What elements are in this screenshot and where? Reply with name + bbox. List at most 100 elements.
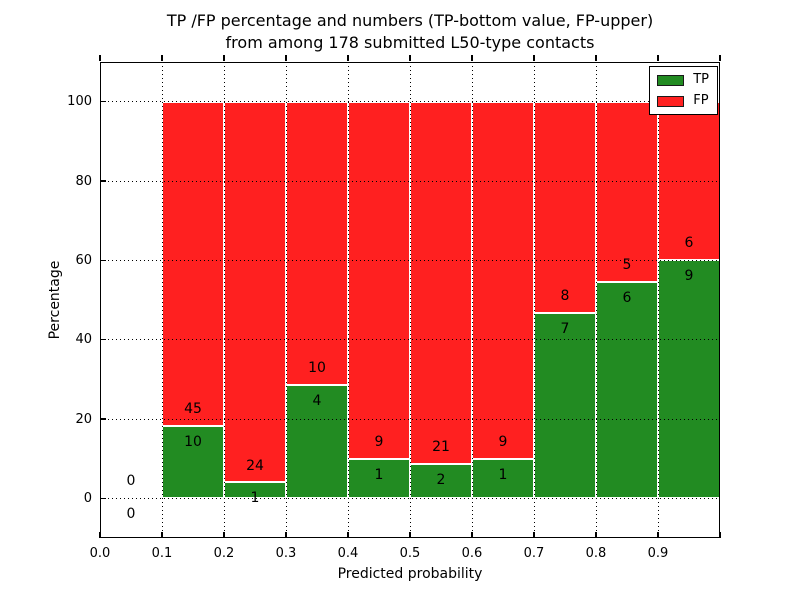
bar-count-label-fp: 9 [374, 433, 384, 450]
bar-count-label-fp: 0 [126, 473, 136, 490]
gridline-vertical [161, 62, 163, 538]
x-tick-top [595, 54, 597, 61]
bar-count-label-fp: 24 [246, 457, 264, 474]
x-tick [347, 532, 349, 538]
y-tick-label: 40 [75, 332, 92, 348]
x-tick-label: 0.5 [399, 546, 421, 561]
bar-segment-fp [162, 101, 224, 427]
x-tick [471, 532, 473, 538]
legend: TP FP [649, 66, 718, 115]
bar-count-label-fp: 10 [308, 360, 326, 377]
bar-count-label-tp: 1 [250, 490, 260, 507]
gridline-vertical [533, 62, 535, 538]
chart-title-line2: from among 178 submitted L50-type contac… [225, 33, 595, 52]
y-tick-label: 60 [75, 252, 92, 268]
bar-segment-fp [224, 101, 286, 483]
gridline-vertical [223, 62, 225, 538]
bar-segment-tp [410, 463, 472, 499]
x-tick-top [347, 54, 349, 61]
bar-count-label-tp: 10 [184, 434, 202, 451]
bar-count-label-tp: 1 [498, 466, 508, 483]
gridline-vertical [285, 62, 287, 538]
plot-area: TP FP 0 0 45 10 24 1 10 4 9 1 21 2 9 1 8 7 5 6 6 9 [99, 54, 721, 538]
gridline-vertical [471, 62, 473, 538]
bar-count-label-fp: 8 [560, 288, 570, 305]
bar-count-label-tp: 7 [560, 321, 570, 338]
legend-label-tp: TP [693, 72, 709, 87]
x-tick-top [471, 54, 473, 61]
y-tick [100, 259, 106, 262]
y-tick-label: 0 [83, 490, 92, 506]
y-tick-label: 80 [75, 173, 92, 189]
bar-segment-fp [348, 101, 410, 459]
x-tick [657, 532, 659, 538]
legend-entry-tp: TP [657, 73, 709, 87]
x-tick-label: 0.9 [647, 546, 669, 561]
x-tick-top [161, 54, 163, 61]
y-tick-label: 20 [75, 411, 92, 427]
bar-count-label-fp: 21 [432, 438, 450, 455]
bar-segment-fp [286, 101, 348, 385]
chart-title: TP /FP percentage and numbers (TP-bottom… [100, 10, 720, 54]
x-tick [223, 532, 225, 538]
x-tick-label: 0.3 [275, 546, 297, 561]
x-tick-label: 0.7 [523, 546, 545, 561]
x-tick-top [409, 54, 411, 61]
legend-swatch-tp-icon [657, 74, 685, 86]
legend-entry-fp: FP [657, 94, 709, 108]
bar-count-label-fp: 6 [684, 235, 694, 252]
bar-segment-tp [596, 281, 658, 499]
x-tick-label: 0.4 [337, 546, 359, 561]
y-tick [100, 497, 106, 500]
gridline-vertical [409, 62, 411, 538]
x-tick-label: 0.8 [585, 546, 607, 561]
y-tick-label: 100 [67, 94, 92, 110]
bar-segment-tp [162, 426, 224, 499]
gridline-vertical [595, 62, 597, 538]
y-tick [100, 180, 106, 182]
bar-segment-tp [472, 458, 534, 499]
x-axis-label: Predicted probability [337, 566, 483, 582]
bar-count-label-tp: 6 [622, 289, 632, 306]
bar-count-label-fp: 45 [184, 401, 202, 418]
bar-segment-tp [534, 313, 596, 499]
x-tick [595, 532, 597, 538]
bar-segment-fp [410, 101, 472, 464]
bar-count-label-tp: 9 [684, 268, 694, 285]
x-tick-label: 0.1 [151, 546, 173, 561]
bar-segment-fp [534, 101, 596, 314]
x-tick-top [657, 54, 659, 61]
x-tick-top [533, 54, 535, 61]
legend-swatch-fp-icon [657, 95, 685, 107]
chart-title-line1: TP /FP percentage and numbers (TP-bottom… [166, 11, 654, 30]
x-tick-label: 0.6 [461, 546, 483, 561]
bar-count-label-tp: 1 [374, 466, 384, 483]
x-tick [161, 532, 163, 538]
bar-count-label-fp: 5 [622, 257, 632, 274]
y-tick [100, 418, 106, 420]
bar-count-label-tp: 2 [436, 471, 446, 488]
y-tick [100, 100, 106, 103]
bar-count-label-tp: 0 [126, 506, 136, 523]
bar-segment-fp [596, 101, 658, 282]
bar-segment-fp [472, 101, 534, 459]
bar-segment-tp [286, 385, 348, 499]
bar-count-label-fp: 9 [498, 433, 508, 450]
x-tick-label: 0.0 [89, 546, 111, 561]
x-tick [285, 532, 287, 538]
x-tick-top [223, 54, 225, 61]
y-axis-label: Percentage [47, 260, 63, 340]
x-tick-label: 0.2 [213, 546, 235, 561]
x-tick [533, 532, 535, 538]
x-tick-top [285, 54, 287, 61]
x-tick-top [99, 54, 101, 61]
x-tick [409, 532, 411, 538]
x-tick [719, 532, 721, 538]
x-tick [99, 532, 101, 538]
gridline-vertical [657, 62, 659, 538]
bar-segment-tp [658, 260, 720, 499]
x-tick-top [719, 54, 721, 61]
gridline-vertical [347, 62, 349, 538]
legend-label-fp: FP [693, 93, 709, 108]
